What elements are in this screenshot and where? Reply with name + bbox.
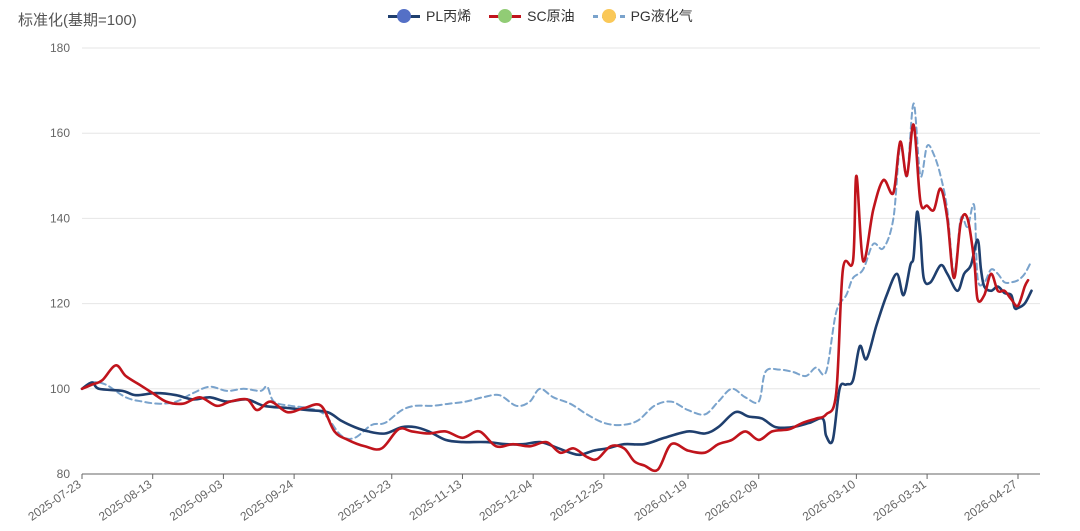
y-tick-label: 80	[57, 467, 71, 481]
x-tick-label: 2026-03-10	[800, 477, 859, 524]
legend-label-pl: PL丙烯	[426, 8, 472, 24]
legend-swatch-pl	[388, 9, 420, 23]
x-tick-label: 2025-11-13	[407, 477, 465, 523]
y-axis-title: 标准化(基期=100)	[18, 12, 137, 29]
x-tick-label: 2025-12-25	[547, 477, 606, 524]
x-tick-label: 2026-02-09	[702, 477, 761, 524]
series-line-1	[80, 123, 1030, 473]
x-tick-label: 2026-04-27	[961, 477, 1020, 524]
y-tick-label: 100	[50, 382, 70, 396]
x-tick-label: 2025-08-13	[96, 477, 155, 524]
y-tick-label: 160	[50, 126, 70, 140]
x-tick-label: 2025-12-04	[477, 477, 536, 524]
legend-item-pl[interactable]: PL丙烯	[388, 6, 471, 26]
x-tick-label: 2026-01-19	[631, 477, 690, 524]
legend-item-sc[interactable]: SC原油	[489, 6, 575, 26]
y-tick-label: 180	[50, 41, 70, 55]
legend-swatch-sc	[489, 9, 522, 23]
legend-label-sc: SC原油	[527, 8, 575, 24]
y-tick-label: 140	[50, 211, 70, 225]
legend-swatch-pg	[592, 9, 625, 23]
legend-item-pg[interactable]: PG液化气	[592, 6, 693, 26]
x-tick-label: 2025-07-23	[25, 477, 84, 524]
x-tick-label: 2025-10-23	[335, 477, 394, 524]
legend-label-pg: PG液化气	[630, 8, 693, 24]
chart-legend: PL丙烯 SC原油 PG液化气	[388, 6, 693, 26]
x-tick-label: 2025-09-03	[167, 477, 226, 524]
y-tick-label: 120	[50, 297, 70, 311]
series-line-0	[80, 210, 1033, 457]
x-tick-label: 2026-03-31	[870, 477, 929, 524]
x-tick-label: 2025-09-24	[238, 477, 297, 524]
